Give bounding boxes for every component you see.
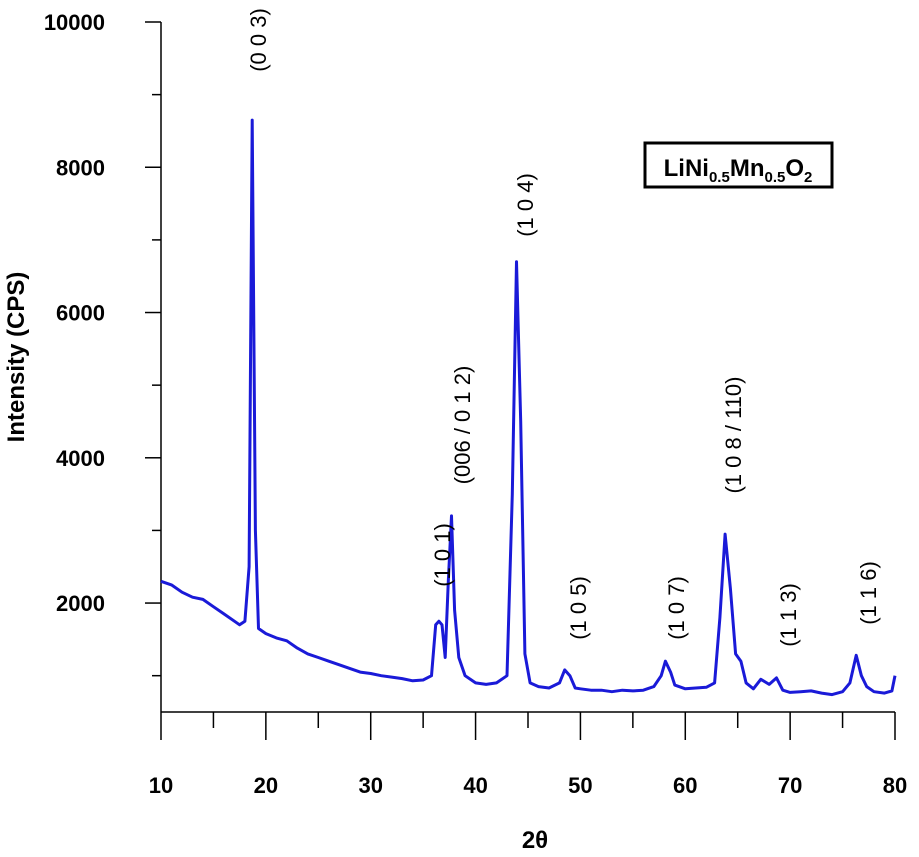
peak-label: (1 1 3) <box>776 583 801 647</box>
x-tick-label: 40 <box>463 773 487 798</box>
x-tick-label: 10 <box>149 773 173 798</box>
legend-label-part: 0.5 <box>709 169 730 186</box>
y-axis-label: Intensity (CPS) <box>3 272 30 443</box>
x-tick-label: 80 <box>883 773 907 798</box>
y-tick-label: 10000 <box>44 10 105 35</box>
y-tick-label: 6000 <box>56 301 105 326</box>
peak-label: (1 1 6) <box>856 561 881 625</box>
x-tick-label: 70 <box>778 773 802 798</box>
y-tick-label: 2000 <box>56 591 105 616</box>
legend-box <box>643 141 834 189</box>
peak-label: (1 0 4) <box>513 173 538 237</box>
legend-label-part: 2 <box>804 169 812 186</box>
peak-label: (1 0 7) <box>664 576 689 640</box>
x-tick-label: 50 <box>568 773 592 798</box>
peak-label: (1 0 5) <box>566 576 591 640</box>
peak-label: (1 0 1) <box>430 523 455 587</box>
x-tick-label: 20 <box>254 773 278 798</box>
legend-label-part: O <box>785 155 804 182</box>
x-tick-label: 60 <box>673 773 697 798</box>
legend-label-part: LiNi <box>664 155 709 182</box>
legend-label-part: Mn <box>730 155 765 182</box>
peak-label: (0 0 3) <box>246 8 271 72</box>
legend-label-part: 0.5 <box>764 169 785 186</box>
legend-label: LiNi0.5Mn0.5O2 <box>664 155 813 186</box>
x-tick-label: 30 <box>358 773 382 798</box>
xrd-line <box>160 118 897 697</box>
x-axis-label: 2θ <box>522 827 548 854</box>
peak-label: (1 0 8 / 110) <box>721 377 746 494</box>
peak-label: (006 / 0 1 2) <box>450 366 475 485</box>
y-tick-label: 8000 <box>56 155 105 180</box>
y-tick-label: 4000 <box>56 446 105 471</box>
